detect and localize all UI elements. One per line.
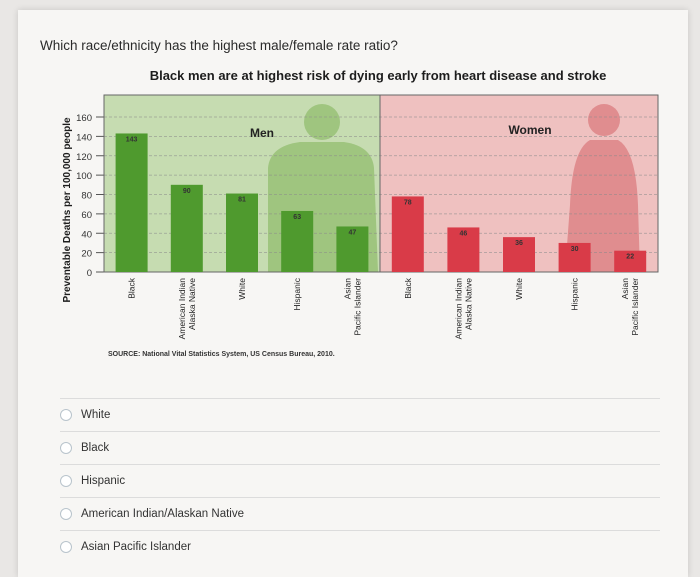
radio-icon[interactable] <box>60 541 72 553</box>
y-tick-label: 60 <box>81 210 92 221</box>
x-tick-label: Asian <box>342 278 352 300</box>
y-tick-label: 0 <box>87 268 92 279</box>
x-tick-label: Pacific Islander <box>630 278 640 336</box>
answer-options: White Black Hispanic American Indian/Ala… <box>60 398 660 563</box>
x-tick-label: American Indian <box>453 278 463 340</box>
bar <box>503 237 535 272</box>
bar-value-label: 63 <box>293 214 301 221</box>
head-shape <box>304 104 340 140</box>
x-tick-label: Black <box>127 277 137 299</box>
bar-value-label: 22 <box>626 254 634 261</box>
x-tick-label: Alaska Native <box>187 278 197 330</box>
x-tick-label: Hispanic <box>570 277 580 310</box>
y-tick-label: 40 <box>81 229 92 240</box>
bar-value-label: 47 <box>349 229 357 236</box>
radio-icon[interactable] <box>60 475 72 487</box>
bar-value-label: 90 <box>183 188 191 195</box>
chart: 0 20 40 60 80 100 120 140 160 Black men are at hi… <box>62 68 659 358</box>
option-label: White <box>81 409 111 421</box>
bar <box>281 210 314 272</box>
panel-label: Women <box>508 123 551 137</box>
x-tick-label: Hispanic <box>292 277 302 310</box>
y-tick-label: 20 <box>81 249 92 260</box>
option-label: Hispanic <box>81 475 126 487</box>
head-shape <box>588 104 620 136</box>
body-shape <box>565 140 640 272</box>
bar <box>447 227 480 272</box>
radio-icon[interactable] <box>60 508 72 520</box>
radio-icon[interactable] <box>60 409 72 421</box>
bar-value-label: 143 <box>126 136 138 143</box>
x-tick-label: White <box>237 278 247 300</box>
bar <box>170 184 203 272</box>
plot-frame <box>103 94 659 273</box>
y-tick-label: 80 <box>81 191 92 202</box>
bar <box>226 193 258 272</box>
bar <box>115 133 148 272</box>
y-tick-label: 120 <box>76 152 92 163</box>
y-axis-label: Preventable Deaths per 100,000 people <box>62 117 73 303</box>
x-tick-label: Alaska Native <box>463 278 473 330</box>
option-american-indian-alaskan-native[interactable]: American Indian/Alaskan Native <box>60 497 660 530</box>
x-tick-label: Pacific Islander <box>352 278 362 336</box>
bar-value-label: 46 <box>460 230 468 237</box>
panel-label: Men <box>250 126 274 140</box>
x-tick-label: Asian <box>620 278 630 300</box>
x-tick-label: White <box>514 278 524 300</box>
x-tick-label: American Indian <box>177 278 187 340</box>
bar-value-label: 36 <box>515 240 523 247</box>
source-note: SOURCE: National Vital Statistics System… <box>108 351 335 358</box>
bar <box>614 250 647 272</box>
radio-icon[interactable] <box>60 442 72 454</box>
y-tick-label: 140 <box>76 132 92 143</box>
question-text: Which race/ethnicity has the highest mal… <box>40 38 398 53</box>
bar <box>391 196 424 272</box>
y-tick-label: 100 <box>76 171 92 182</box>
chart-title: Black men are at highest risk of dying e… <box>150 68 607 83</box>
y-tick-label: 160 <box>76 113 92 124</box>
option-label: Asian Pacific Islander <box>81 541 191 553</box>
option-hispanic[interactable]: Hispanic <box>60 464 660 497</box>
option-label: American Indian/Alaskan Native <box>81 508 244 520</box>
bar <box>558 242 591 272</box>
bar <box>336 226 369 272</box>
bar-value-label: 30 <box>571 246 579 253</box>
option-asian-pacific-islander[interactable]: Asian Pacific Islander <box>60 530 660 563</box>
women-silhouette <box>565 104 640 272</box>
option-label: Black <box>81 442 110 454</box>
option-white[interactable]: White <box>60 398 660 431</box>
x-tick-label: Black <box>403 277 413 299</box>
bar-value-label: 81 <box>238 197 246 204</box>
option-black[interactable]: Black <box>60 431 660 464</box>
bar-value-label: 78 <box>404 199 412 206</box>
